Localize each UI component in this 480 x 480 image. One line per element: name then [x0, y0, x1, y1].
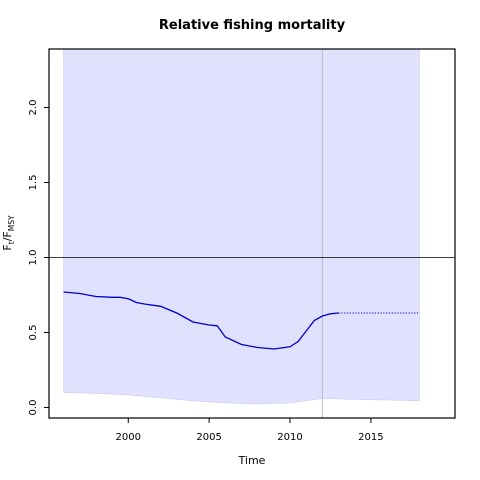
x-axis-label: Time: [238, 454, 266, 467]
chart-title: Relative fishing mortality: [159, 18, 346, 33]
y-axis: 0.0 0.5 1.0 1.5 2.0: [28, 100, 49, 416]
y-axis-label: Ft/FMSY: [1, 215, 16, 251]
y-tick-label: 0.0: [28, 400, 39, 416]
y-axis-label-sub-t: t: [7, 241, 16, 244]
x-tick-label: 2000: [116, 432, 141, 443]
y-axis-label-main: F: [1, 244, 14, 250]
plot-area: [49, 48, 455, 418]
y-tick-label: 1.0: [28, 250, 39, 266]
y-axis-label-sub-msy: MSY: [7, 215, 16, 231]
x-tick-label: 2010: [277, 432, 302, 443]
confidence-band: [63, 48, 420, 405]
y-tick-label: 0.5: [28, 325, 39, 341]
series-estimate-line: [63, 291, 339, 350]
y-tick-label: 2.0: [28, 100, 39, 116]
x-tick-label: 2015: [358, 432, 383, 443]
plot-frame: [48, 48, 456, 419]
x-tick-label: 2005: [196, 432, 221, 443]
x-axis: 2000 2005 2010 2015: [116, 418, 384, 443]
y-axis-label-mid: /F: [1, 231, 14, 241]
y-tick-label: 1.5: [28, 175, 39, 191]
